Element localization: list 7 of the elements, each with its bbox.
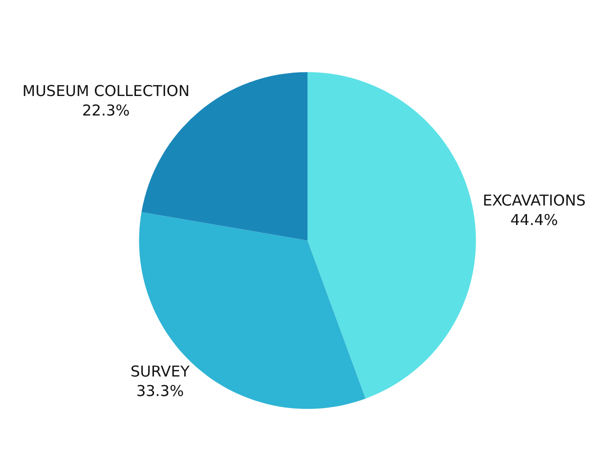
data-label: 33.3% [136,382,184,400]
slice-label: EXCAVATIONS [482,192,586,210]
slice-label: MUSEUM COLLECTION [22,82,190,100]
slice-label: SURVEY [130,362,190,380]
data-label: 22.3% [82,102,130,120]
pie-slice [308,72,476,399]
data-label: 44.4% [510,211,558,230]
